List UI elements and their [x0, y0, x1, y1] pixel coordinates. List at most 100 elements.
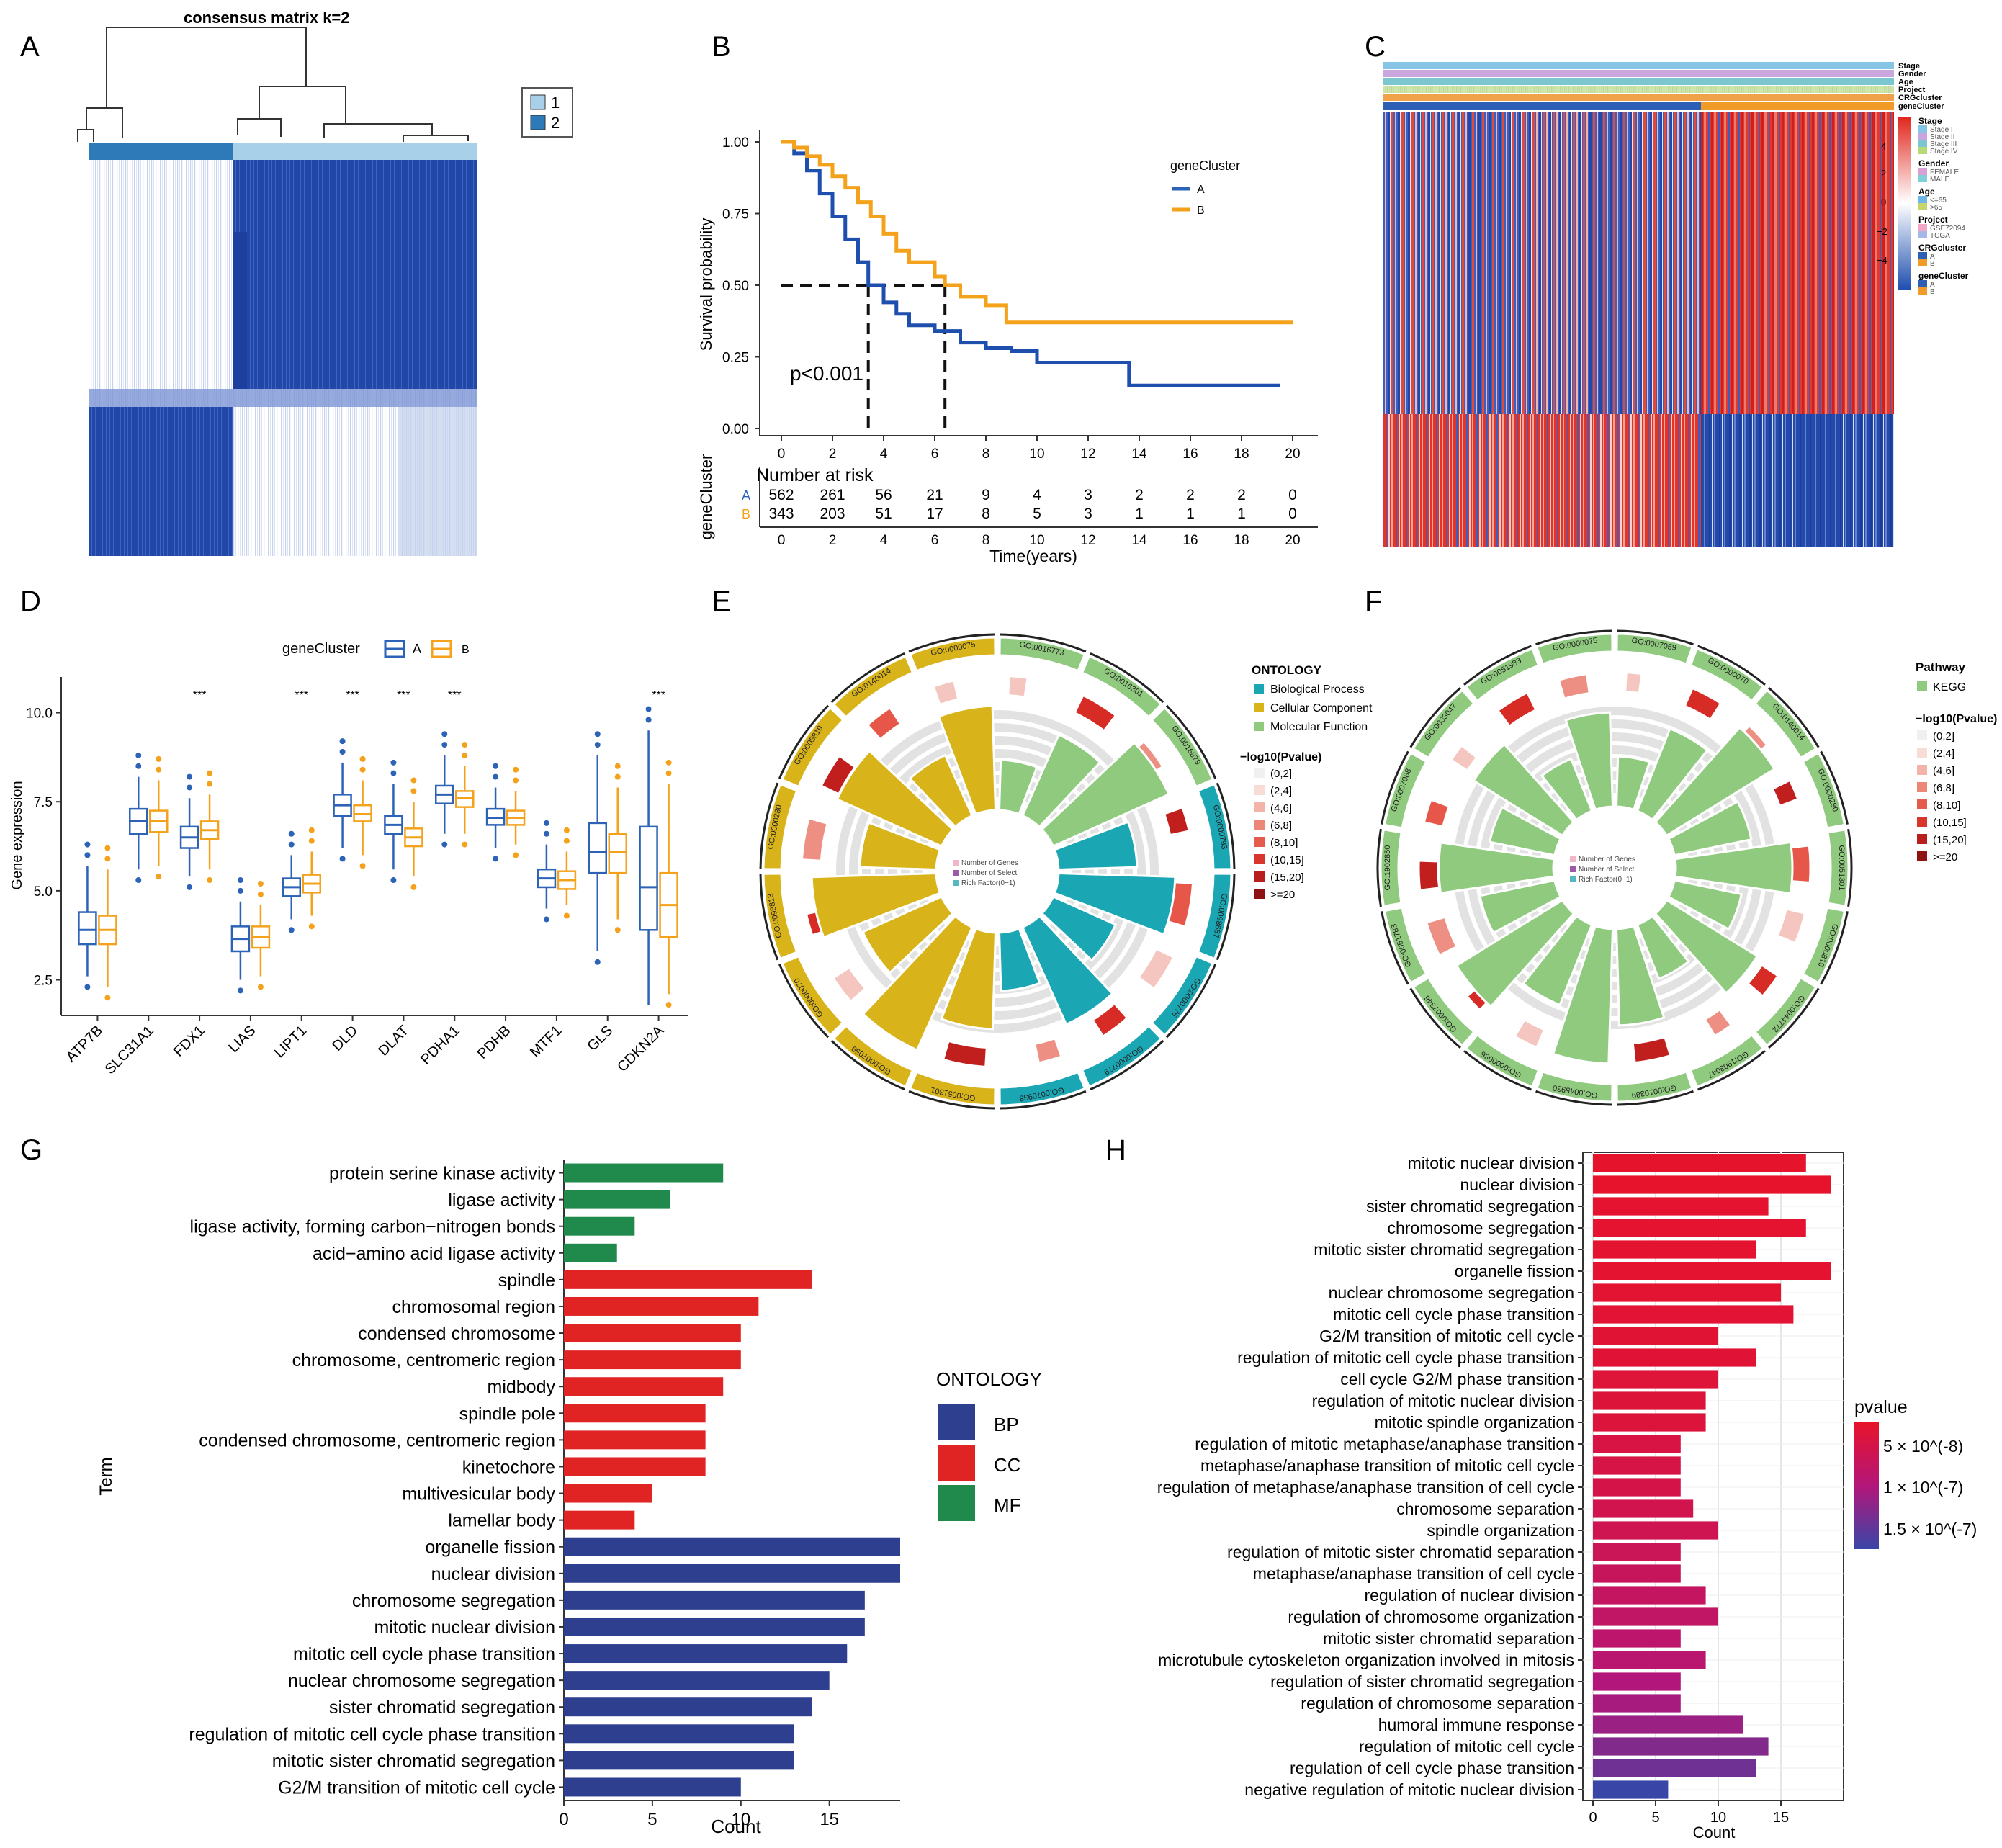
c-legend-item: TCGA	[1930, 232, 1950, 240]
risk-table: AB56234302612032565142117698845103312211…	[742, 467, 1318, 548]
f-scale-item: (15,20]	[1933, 834, 1967, 846]
g-term-label: kinetochore	[462, 1457, 555, 1477]
c-legend-title: geneCluster	[1918, 271, 1969, 281]
circos-pvalue-bar	[1624, 670, 1643, 695]
circos-segment	[1615, 632, 1694, 665]
g-bar	[564, 1457, 706, 1476]
g-bar	[564, 1564, 900, 1583]
c-legend-item: Stage IV	[1930, 148, 1958, 156]
box-outlier	[84, 852, 91, 858]
scale-4: 4	[1881, 141, 1886, 152]
circos-pvalue-bar	[1417, 859, 1441, 892]
circos-label: GO:1902850	[1383, 845, 1392, 891]
box-outlier	[410, 884, 417, 890]
circos-pvalue-bar	[1557, 673, 1591, 701]
box-outlier	[513, 777, 519, 784]
circos-rich-bar	[998, 927, 1041, 992]
circos-tick-ring	[830, 1039, 905, 1091]
risk-xtick-label: 8	[982, 533, 990, 548]
circos-inner-legend-swatch	[953, 870, 959, 876]
circos-pvalue-bar	[1007, 674, 1029, 699]
circos-rich-bar	[1040, 894, 1118, 962]
circos-segment	[1826, 828, 1850, 907]
box-outlier	[614, 763, 621, 769]
circos-inner-legend: Rich Factor(0−1)	[961, 879, 1015, 887]
h-term-label: regulation of sister chromatid segregati…	[1270, 1672, 1574, 1691]
c-legend-title: Stage	[1918, 116, 1942, 126]
g-bar	[564, 1510, 635, 1530]
c-legend-title: CRGcluster	[1918, 243, 1966, 253]
circos-tick-ring	[1165, 704, 1217, 779]
risk-xtick-label: 12	[1080, 533, 1095, 548]
circos-tick-ring	[1463, 1049, 1532, 1091]
box-outlier	[207, 877, 213, 884]
circos-tick-ring	[1535, 629, 1612, 646]
box-outlier	[135, 763, 142, 769]
g-bar	[564, 1350, 741, 1370]
km-curve-A	[781, 140, 1280, 387]
km-ytick-label: 0.00	[722, 422, 749, 437]
g-term-label: ligase activity, forming carbon−nitrogen…	[190, 1217, 555, 1237]
circos-tick-ring	[1216, 874, 1236, 961]
box-significance: ***	[448, 689, 462, 701]
circos-inner-legend: Number of Select	[961, 869, 1017, 877]
h-term-label: chromosome segregation	[1387, 1219, 1574, 1237]
annotation-labels: Stage Gender Age Project CRGcluster gene…	[1898, 62, 1944, 111]
circos-segment	[1411, 688, 1476, 760]
box-outlier	[237, 877, 243, 884]
box-outlier	[156, 874, 162, 880]
km-xtick-label: 12	[1080, 447, 1095, 462]
box-outlier	[359, 755, 366, 762]
ann-genecluster: geneCluster	[1898, 102, 1944, 111]
c-legend-swatch	[1918, 196, 1927, 203]
g-term-label: condensed chromosome	[358, 1324, 555, 1344]
circos-segment	[1464, 1033, 1540, 1089]
g-term-label: organelle fission	[425, 1538, 555, 1558]
circos-tick-ring	[1768, 987, 1820, 1049]
e-scale-item: (15,20]	[1270, 871, 1304, 884]
h-scale-2: 1.5 × 10^(-7)	[1883, 1520, 1977, 1538]
risk-ylabel: geneCluster	[697, 454, 715, 540]
box-outlier	[441, 841, 448, 848]
risk-cell: 562	[768, 487, 794, 503]
c-legend-swatch	[1918, 133, 1927, 140]
h-bar	[1593, 1197, 1769, 1216]
box-xtick-label: PDHA1	[418, 1023, 463, 1068]
box-xtick-label: SLC31A1	[102, 1023, 157, 1077]
risk-cell: 4	[1033, 487, 1041, 503]
circos-rich-bar	[1521, 914, 1594, 1007]
h-bar	[1593, 1327, 1718, 1345]
box-outlier	[359, 863, 366, 869]
box-significance: ***	[346, 689, 359, 701]
circos-rich-bar	[1635, 914, 1690, 981]
c-legend-swatch	[1918, 259, 1927, 266]
circos-rich-bar	[1615, 924, 1666, 1027]
circos-tick-ring	[759, 782, 779, 869]
c-legend-item: A	[1930, 253, 1935, 261]
box-xtick-label: CDKN2A	[614, 1023, 667, 1075]
circos-segment	[1689, 647, 1765, 703]
h-term-label: humoral immune response	[1378, 1715, 1574, 1734]
risk-xtick-label: 2	[829, 533, 837, 548]
g-bar	[564, 1644, 848, 1664]
e-legend-item: Molecular Function	[1270, 721, 1368, 733]
risk-cell: 2	[1135, 487, 1144, 503]
g-term-label: nuclear chromosome segregation	[288, 1671, 555, 1691]
h-legend-title: pvalue	[1854, 1397, 1908, 1417]
circos-segment	[1464, 647, 1540, 703]
e-scale-item: (6,8]	[1270, 820, 1292, 832]
e-legend: Biological Process Cellular Component Mole…	[1240, 683, 1373, 901]
g-bar	[564, 1724, 794, 1744]
circos-segment	[1754, 688, 1818, 760]
box-outlier	[156, 766, 162, 773]
risk-cell: 17	[926, 506, 943, 522]
circos-rich-bar	[998, 758, 1038, 816]
risk-cell: 9	[982, 487, 990, 503]
ann-stage: Stage	[1898, 62, 1920, 71]
circos-pvalue-bar	[1771, 779, 1800, 808]
f-scale-swatch	[1917, 730, 1927, 740]
h-term-label: nuclear chromosome segregation	[1329, 1283, 1574, 1302]
bar-chart-h: mitotic nuclear division nuclear division…	[1157, 1152, 1844, 1826]
km-pvalue: p<0.001	[790, 362, 863, 385]
circos-grid-ring	[875, 749, 1120, 994]
